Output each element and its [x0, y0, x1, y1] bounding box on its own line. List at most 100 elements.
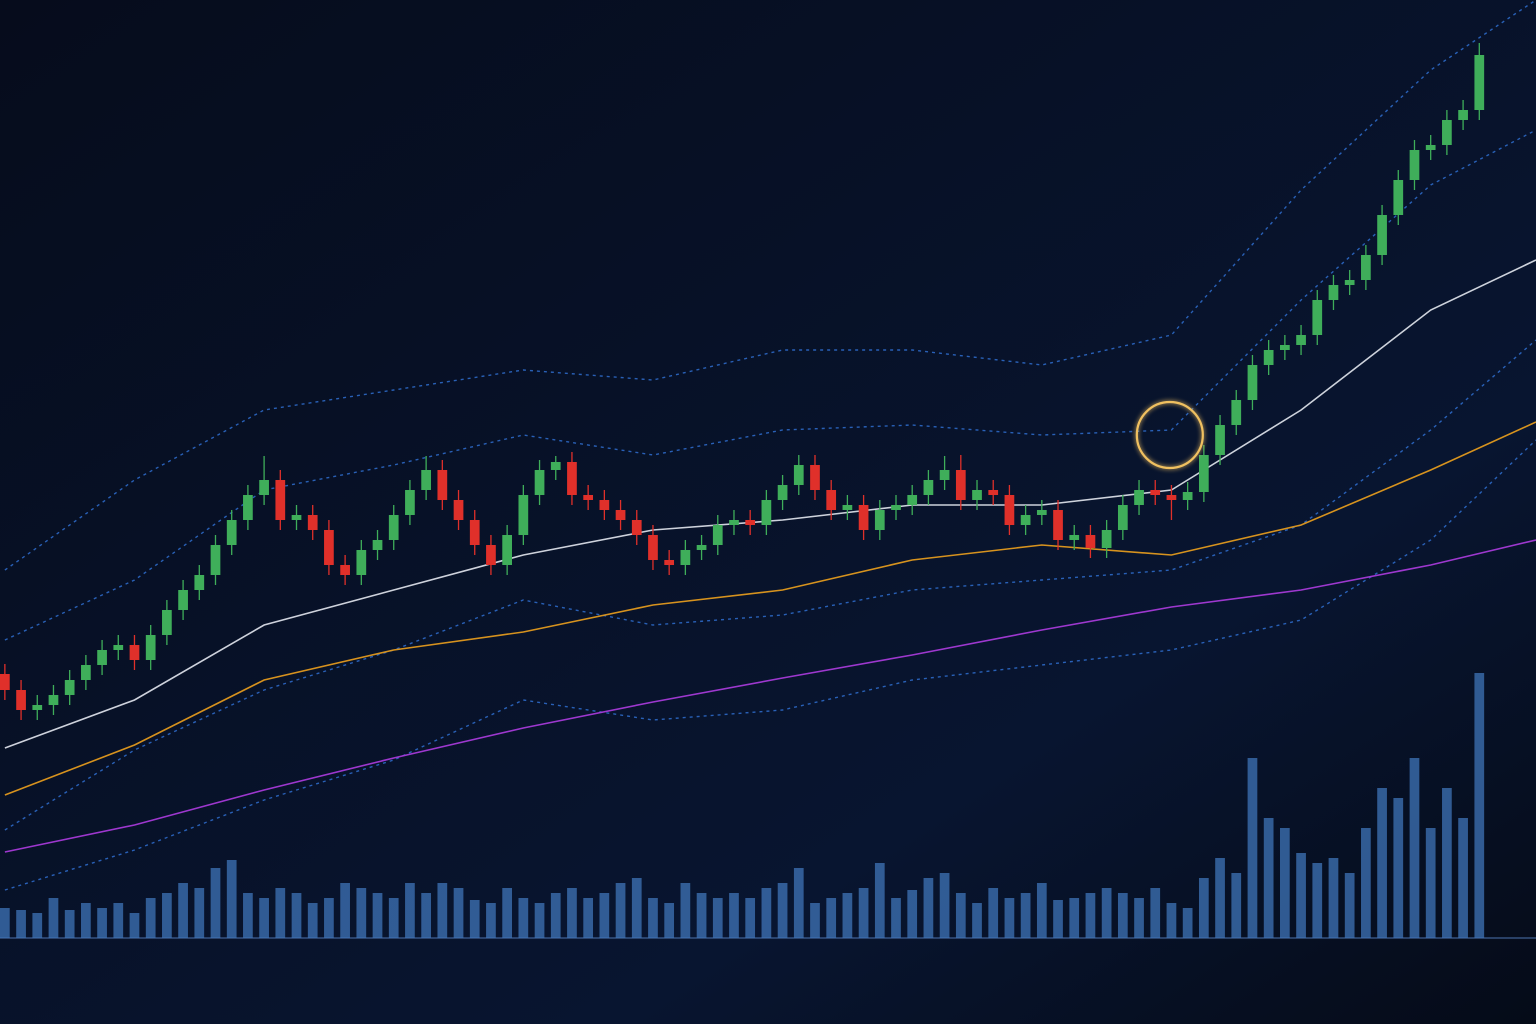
volume-bar [1312, 863, 1323, 938]
volume-bar [0, 908, 10, 938]
candle-body [1474, 55, 1485, 110]
candle-body [421, 470, 431, 490]
candle-body [583, 495, 594, 500]
volume-bar [615, 883, 626, 938]
volume-bar [81, 903, 91, 938]
volume-bar [1231, 873, 1242, 938]
volume-bar [226, 860, 237, 938]
candle-body [1377, 215, 1387, 255]
candle-body [97, 650, 107, 665]
candle-body [340, 565, 350, 575]
volume-bar [891, 898, 901, 938]
volume-bar [486, 903, 496, 938]
volume-bar [631, 878, 642, 938]
candle-body [1166, 495, 1177, 500]
volume-bar [1198, 878, 1209, 938]
candle-body [1296, 335, 1306, 345]
volume-bar [324, 898, 334, 938]
candle-body [1182, 492, 1193, 500]
candle-body [453, 500, 464, 520]
volume-bar [275, 888, 286, 938]
candle-body [712, 525, 723, 545]
volume-bar [178, 883, 188, 938]
volume-bar [1036, 883, 1047, 938]
volume-bar [972, 903, 982, 938]
candle-body [550, 462, 561, 470]
volume-bar [1182, 908, 1193, 938]
candle-body [1150, 490, 1161, 495]
candle-body [745, 520, 756, 525]
candle-body [1263, 350, 1274, 365]
candle-body [1020, 515, 1031, 525]
candle-body [1134, 490, 1144, 505]
volume-bar [1247, 758, 1258, 938]
volume-bar [307, 903, 318, 938]
candle-body [810, 465, 820, 490]
volume-bar [291, 893, 302, 938]
volume-bar [599, 893, 610, 938]
candle-body [534, 470, 545, 495]
candle-body [1247, 365, 1258, 400]
moving-average [4, 259, 1536, 749]
candle-body [1458, 110, 1468, 120]
volume-bar [1263, 818, 1274, 938]
candle-body [226, 520, 237, 545]
candle-body [1036, 510, 1047, 515]
candle-body [64, 680, 75, 695]
candle-body [761, 500, 772, 525]
candle-body [1231, 400, 1242, 425]
volume-bar [923, 878, 934, 938]
volume-bar [1296, 853, 1306, 938]
volume-bar [1053, 900, 1063, 938]
volume-bar [1458, 818, 1468, 938]
candle-body [1442, 120, 1452, 145]
volume-bar [955, 893, 966, 938]
candle-body [291, 515, 302, 520]
candle-body [907, 495, 918, 505]
candle-body [1198, 455, 1209, 492]
candle-body [891, 505, 901, 510]
volume-bar [745, 898, 756, 938]
breakout-highlight [1135, 400, 1204, 470]
volume-bar [145, 898, 156, 938]
candle-body [275, 480, 286, 520]
volume-bar [550, 893, 561, 938]
volume-bar [793, 868, 804, 938]
candle-body [16, 690, 26, 710]
volume-bar [858, 888, 869, 938]
candle-body [210, 545, 221, 575]
candle-body [405, 490, 415, 515]
candle-body [388, 515, 399, 540]
volume-bar [1101, 888, 1112, 938]
volume-bar [340, 883, 350, 938]
candle-body [1215, 425, 1225, 455]
candle-body [518, 495, 529, 535]
candle-body [129, 645, 140, 660]
volume-bar [437, 883, 448, 938]
volume-bar [1085, 893, 1096, 938]
candle-body [1085, 535, 1096, 548]
volume-bar [907, 890, 918, 938]
volume-bar [1442, 788, 1452, 938]
candle-body [1280, 345, 1290, 350]
volume-bar [32, 913, 43, 938]
volume-bar [210, 868, 221, 938]
volume-bar [648, 898, 658, 938]
candle-body [1344, 280, 1355, 285]
candle-body [259, 480, 269, 495]
volume-bar [1150, 888, 1161, 938]
volume-bar [874, 863, 885, 938]
volume-bar [421, 893, 431, 938]
volume-bar [372, 893, 383, 938]
volume-bar [1393, 798, 1404, 938]
candle-body [777, 485, 788, 500]
candle-body [826, 490, 837, 510]
volume-bar [534, 903, 545, 938]
candle-body [648, 535, 658, 560]
candle-body [307, 515, 318, 530]
volume-bar [1377, 788, 1387, 938]
candle-body [842, 505, 853, 510]
volume-bar [1425, 828, 1436, 938]
candle-body [664, 560, 675, 565]
candle-body [32, 705, 43, 710]
